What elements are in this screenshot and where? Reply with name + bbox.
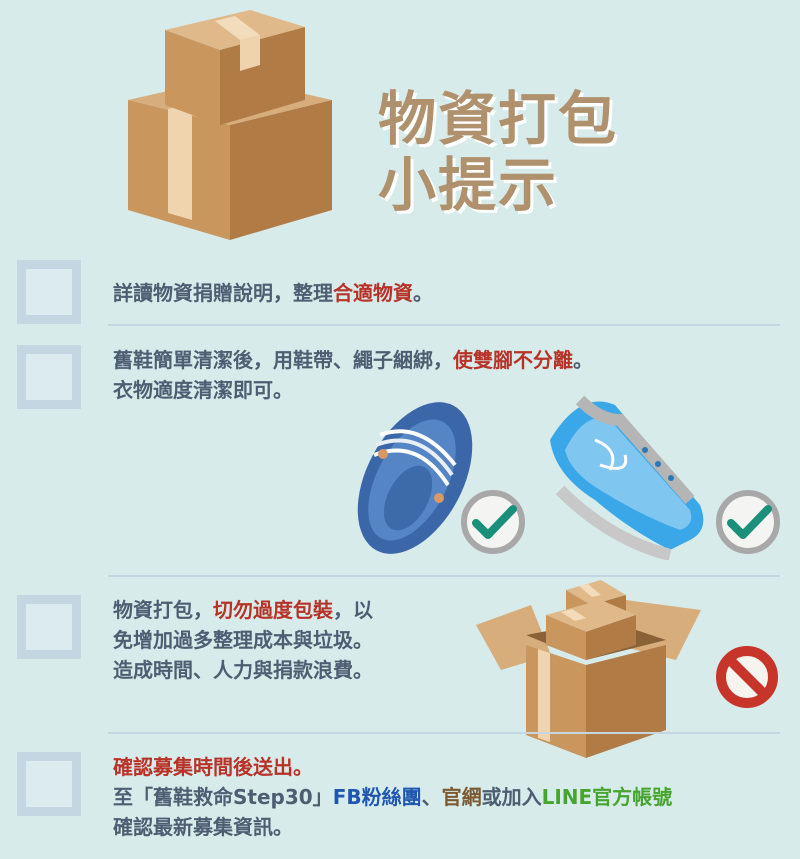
title-line-2: 小提示	[378, 151, 559, 219]
tip-1-text: 詳讀物資捐贈說明，整理合適物資。	[113, 281, 433, 305]
line-official-link[interactable]: LINE官方帳號	[541, 785, 673, 809]
tied-slipper-icon	[357, 402, 473, 554]
tip-2-text: 舊鞋簡單清潔後，用鞋帶、繩子綑綁，使雙腳不分離。 衣物適度清潔即可。	[113, 348, 593, 402]
divider-2	[108, 575, 780, 577]
tied-sneaker-icon	[550, 395, 704, 560]
no-sign-icon	[716, 646, 778, 708]
fb-fanpage-link[interactable]: FB粉絲團	[332, 785, 422, 809]
tip-3-checkbox[interactable]	[17, 595, 81, 659]
tip-1-checkbox[interactable]	[17, 260, 81, 324]
divider-3	[108, 732, 780, 734]
cardboard-boxes-icon	[128, 10, 332, 240]
tip-3-text: 物資打包，切勿過度包裝，以 免增加過多整理成本與垃圾。 造成時間、人力與捐款浪費…	[113, 598, 373, 682]
title-line-1: 物資打包	[378, 85, 619, 153]
divider-1	[108, 324, 780, 326]
check-circle-icon	[716, 490, 780, 554]
page-title: 物資打包 小提示	[378, 86, 618, 218]
tip-4-checkbox[interactable]	[17, 752, 81, 816]
check-circle-icon	[461, 490, 525, 554]
official-site-link[interactable]: 官網	[441, 785, 482, 809]
tip-4-text: 確認募集時間後送出。 至「舊鞋救命Step30」FB粉絲團、官網或加入LINE官…	[113, 755, 673, 839]
open-box-icon	[476, 580, 701, 758]
tip-2-checkbox[interactable]	[17, 345, 81, 409]
